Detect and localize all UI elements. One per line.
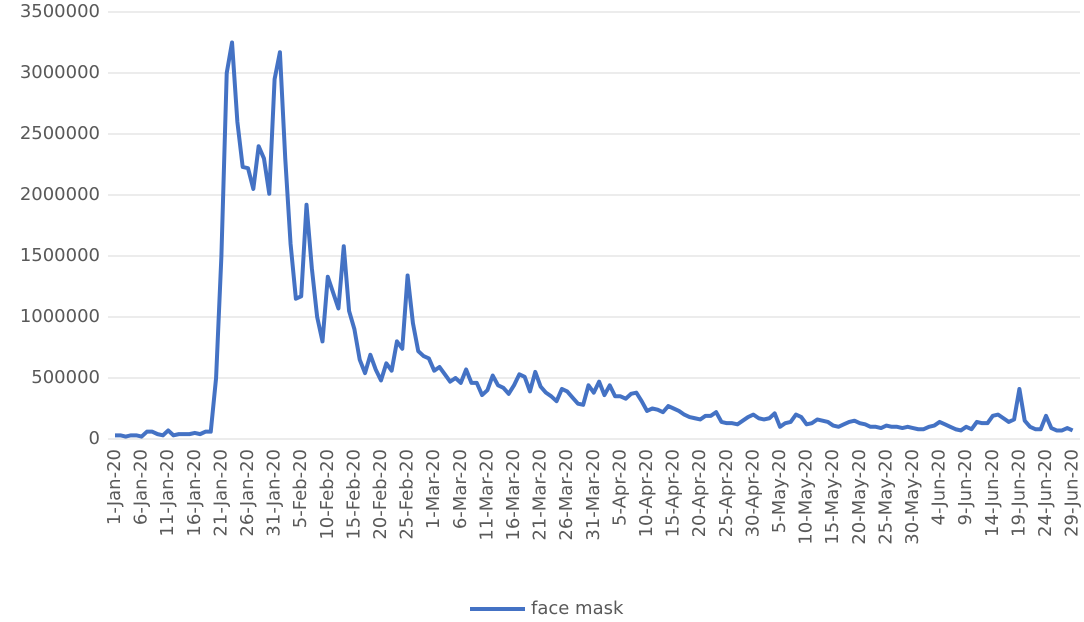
x-tick-label: 15-May-20 (822, 449, 843, 545)
x-tick-label: 29-Jun-20 (1062, 449, 1083, 537)
x-tick-label: 21-Mar-20 (530, 449, 551, 541)
x-tick-label: 15-Feb-20 (343, 449, 364, 540)
x-tick-label: 30-May-20 (902, 449, 923, 545)
x-tick-label: 11-Jan-20 (157, 449, 178, 537)
y-tick-label: 1500000 (20, 245, 100, 266)
x-tick-label: 10-Feb-20 (317, 449, 338, 540)
y-tick-label: 0 (89, 428, 100, 449)
x-tick-label: 5-Feb-20 (290, 449, 311, 528)
x-tick-label: 26-Jan-20 (237, 449, 258, 537)
y-tick-label: 3500000 (20, 1, 100, 22)
x-tick-label: 31-Mar-20 (583, 449, 604, 541)
x-tick-label: 20-Apr-20 (689, 449, 710, 537)
y-tick-label: 3000000 (20, 62, 100, 83)
x-tick-label: 20-May-20 (849, 449, 870, 545)
x-tick-label: 5-May-20 (769, 449, 790, 533)
x-tick-label: 26-Mar-20 (556, 449, 577, 541)
x-tick-label: 25-Feb-20 (397, 449, 418, 540)
x-tick-label: 6-Mar-20 (450, 449, 471, 529)
x-tick-label: 25-Apr-20 (716, 449, 737, 537)
y-tick-label: 500000 (31, 367, 100, 388)
x-tick-label: 14-Jun-20 (982, 449, 1003, 537)
x-tick-label: 5-Apr-20 (609, 449, 630, 526)
x-tick-label: 1-Jan-20 (104, 449, 125, 525)
x-tick-label: 1-Mar-20 (423, 449, 444, 529)
legend-label: face mask (531, 598, 624, 619)
x-tick-label: 10-May-20 (796, 449, 817, 545)
x-tick-label: 20-Feb-20 (370, 449, 391, 540)
x-tick-label: 4-Jun-20 (929, 449, 950, 525)
x-tick-label: 25-May-20 (875, 449, 896, 545)
y-tick-label: 2500000 (20, 123, 100, 144)
series-line (115, 40, 1074, 439)
x-tick-label: 10-Apr-20 (636, 449, 657, 537)
x-tick-label: 19-Jun-20 (1008, 449, 1029, 537)
x-tick-label: 30-Apr-20 (742, 449, 763, 537)
x-tick-label: 15-Apr-20 (663, 449, 684, 537)
x-tick-label: 9-Jun-20 (955, 449, 976, 525)
x-tick-label: 24-Jun-20 (1035, 449, 1056, 537)
x-tick-label: 11-Mar-20 (476, 449, 497, 541)
x-tick-label: 16-Mar-20 (503, 449, 524, 541)
x-tick-label: 6-Jan-20 (131, 449, 152, 525)
x-tick-label: 21-Jan-20 (210, 449, 231, 537)
x-tick-label: 31-Jan-20 (264, 449, 285, 537)
x-tick-label: 16-Jan-20 (184, 449, 205, 537)
y-tick-label: 1000000 (20, 306, 100, 327)
y-tick-label: 2000000 (20, 184, 100, 205)
